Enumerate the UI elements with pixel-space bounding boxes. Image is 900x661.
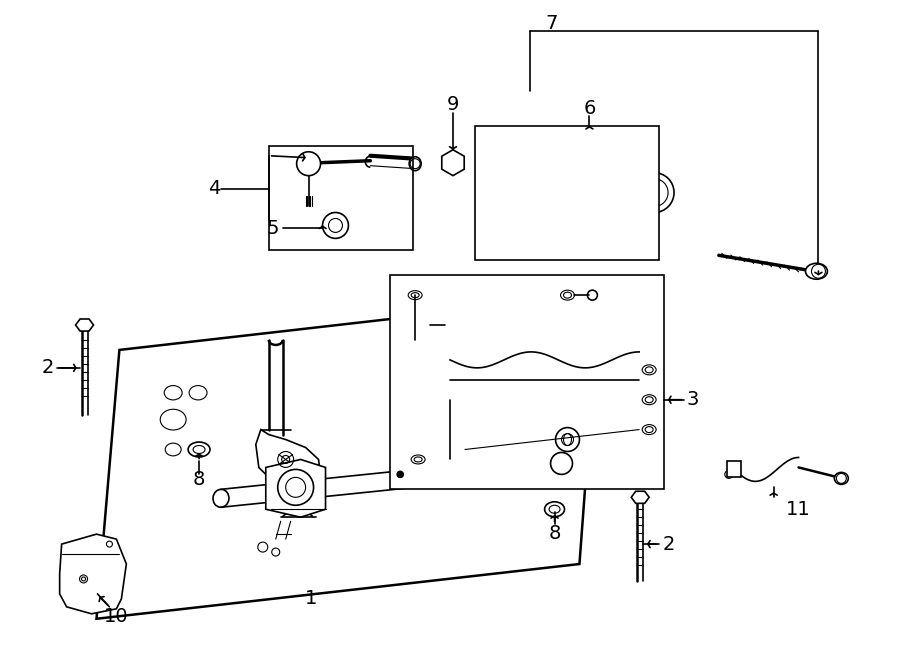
Polygon shape bbox=[544, 420, 588, 459]
Ellipse shape bbox=[834, 473, 849, 485]
Circle shape bbox=[397, 471, 403, 477]
Text: 4: 4 bbox=[208, 179, 220, 198]
Text: 1: 1 bbox=[304, 590, 317, 608]
Polygon shape bbox=[266, 459, 326, 517]
Text: 3: 3 bbox=[687, 390, 699, 409]
Circle shape bbox=[634, 173, 674, 212]
Polygon shape bbox=[442, 150, 464, 176]
Circle shape bbox=[482, 176, 514, 208]
Text: 5: 5 bbox=[266, 219, 279, 238]
Text: 2: 2 bbox=[663, 535, 675, 554]
Ellipse shape bbox=[806, 263, 827, 279]
Circle shape bbox=[446, 156, 460, 170]
Text: 10: 10 bbox=[104, 607, 129, 626]
Circle shape bbox=[297, 152, 320, 176]
Text: 6: 6 bbox=[583, 99, 596, 118]
Polygon shape bbox=[256, 430, 320, 489]
Polygon shape bbox=[391, 275, 664, 489]
Polygon shape bbox=[96, 295, 599, 619]
Text: 9: 9 bbox=[446, 95, 459, 114]
Polygon shape bbox=[727, 461, 741, 477]
Polygon shape bbox=[76, 319, 94, 331]
Text: 11: 11 bbox=[787, 500, 811, 519]
Circle shape bbox=[322, 212, 348, 239]
Ellipse shape bbox=[624, 172, 652, 214]
Bar bbox=[269, 146, 413, 251]
Polygon shape bbox=[59, 534, 126, 614]
Text: 2: 2 bbox=[41, 358, 54, 377]
Text: 8: 8 bbox=[193, 470, 205, 489]
Polygon shape bbox=[631, 491, 649, 503]
Ellipse shape bbox=[410, 157, 421, 171]
Text: 8: 8 bbox=[548, 524, 561, 543]
Bar bbox=[475, 126, 659, 260]
Text: 7: 7 bbox=[545, 14, 558, 33]
